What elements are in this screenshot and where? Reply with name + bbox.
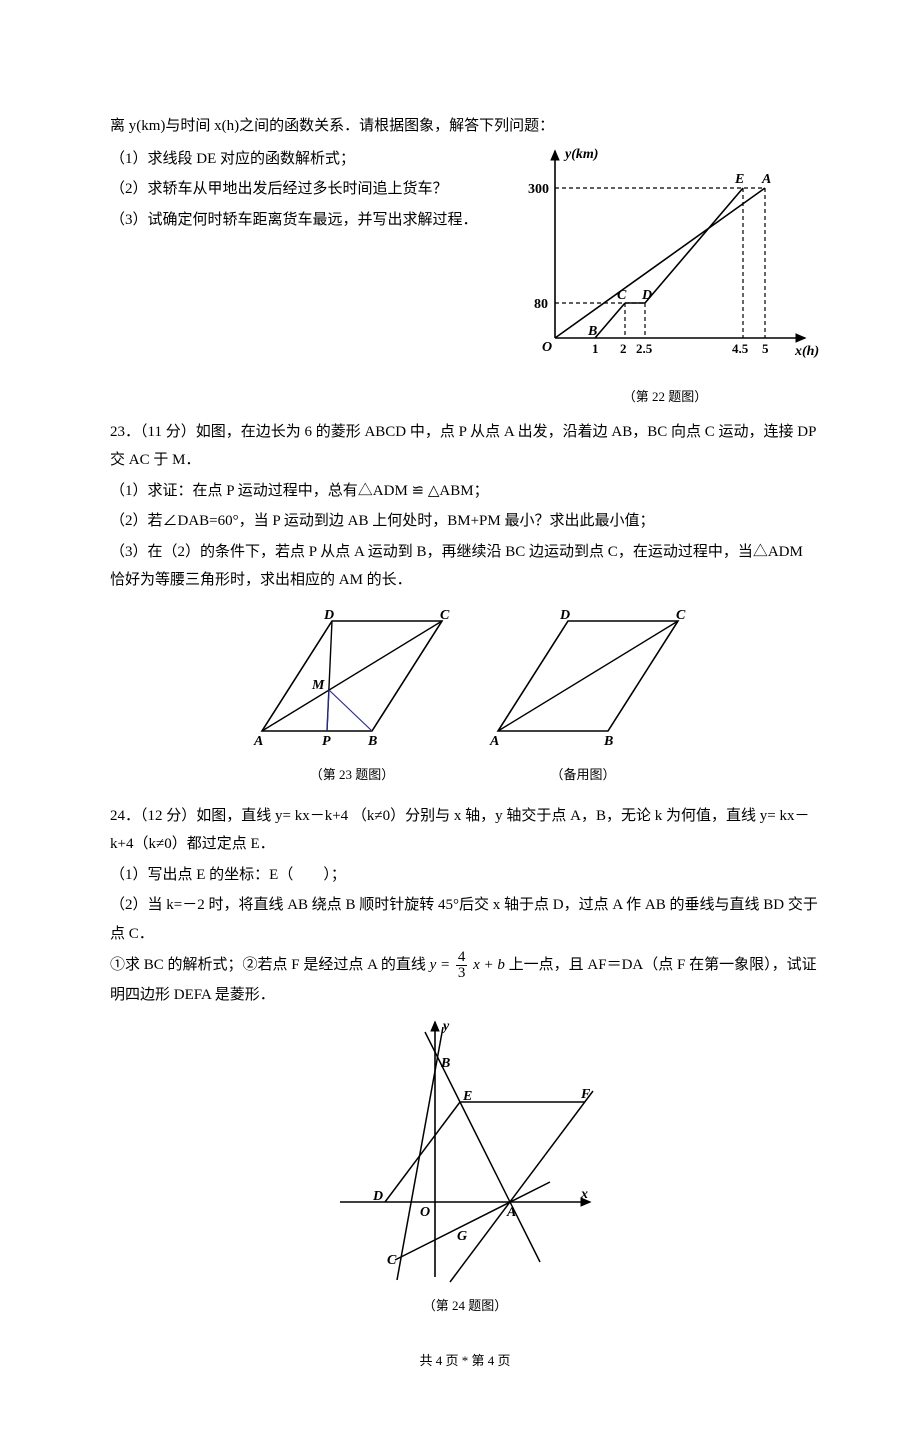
svg-text:G: G [457, 1229, 467, 1244]
svg-text:A: A [253, 734, 263, 749]
p22-ylabel: y(km) [563, 147, 598, 162]
p22-figure: y(km) x(h) 300 80 O 1 2 2.5 4.5 5 B C D … [510, 143, 820, 410]
svg-text:2.5: 2.5 [636, 341, 653, 356]
p22-q1: （1）求线段 DE 对应的函数解析式； [110, 145, 510, 174]
svg-text:B: B [603, 734, 613, 749]
p22-xlabel: x(h) [794, 344, 819, 359]
svg-text:80: 80 [534, 297, 548, 312]
svg-text:300: 300 [528, 182, 549, 197]
p23-figcap-main: （第 23 题图） [242, 763, 462, 788]
p22-figcap: （第 22 题图） [510, 385, 820, 410]
p23-figcap-alt: （备用图） [478, 763, 688, 788]
svg-text:O: O [420, 1205, 430, 1220]
p24-figure: O A B D E F C G x y （第 24 题图） [110, 1012, 820, 1319]
svg-text:B: B [440, 1056, 450, 1071]
p22-text-col: （1）求线段 DE 对应的函数解析式； （2）求轿车从甲地出发后经过多长时间追上… [110, 143, 510, 237]
p22-intro: 离 y(km)与时间 x(h)之间的函数关系．请根据图象，解答下列问题： [110, 112, 820, 141]
svg-text:C: C [676, 608, 686, 623]
p23-head: 23．（11 分）如图，在边长为 6 的菱形 ABCD 中，点 P 从点 A 出… [110, 418, 820, 475]
svg-text:D: D [372, 1189, 383, 1204]
svg-text:E: E [462, 1089, 472, 1104]
svg-text:D: D [559, 608, 570, 623]
svg-text:D: D [641, 288, 652, 303]
page-footer: 共 4 页 * 第 4 页 [110, 1349, 820, 1374]
svg-text:5: 5 [762, 341, 769, 356]
p22-q2: （2）求轿车从甲地出发后经过多长时间追上货车？ [110, 175, 510, 204]
p24-figcap: （第 24 题图） [423, 1294, 508, 1319]
p24-q2: （2）当 k=－2 时，将直线 AB 绕点 B 顺时针旋转 45°后交 x 轴于… [110, 891, 820, 948]
svg-text:2: 2 [620, 341, 627, 356]
svg-text:C: C [440, 608, 450, 623]
svg-text:y: y [441, 1019, 450, 1034]
p24-q1: （1）写出点 E 的坐标：E（ ）； [110, 861, 820, 890]
svg-text:C: C [617, 288, 627, 303]
svg-text:M: M [311, 678, 325, 693]
svg-text:F: F [580, 1087, 591, 1102]
p23-q3: （3）在（2）的条件下，若点 P 从点 A 运动到 B，再继续沿 BC 边运动到… [110, 538, 820, 595]
svg-text:O: O [542, 340, 552, 355]
svg-text:A: A [506, 1205, 516, 1220]
p23-figures: A B C D M P （第 23 题图） A B C D （备用图） [110, 601, 820, 788]
p22-q3: （3）试确定何时轿车距离货车最远，并写出求解过程． [110, 206, 510, 235]
p23-q1: （1）求证：在点 P 运动过程中，总有△ADM ≌ △ABM； [110, 477, 820, 506]
svg-text:x: x [580, 1187, 588, 1202]
p24-head: 24．（12 分）如图，直线 y= kx－k+4 （k≠0）分别与 x 轴，y … [110, 802, 820, 859]
svg-text:E: E [734, 172, 744, 187]
svg-text:C: C [387, 1253, 397, 1268]
svg-text:1: 1 [592, 341, 599, 356]
svg-text:4.5: 4.5 [732, 341, 749, 356]
svg-text:B: B [367, 734, 377, 749]
svg-text:A: A [761, 172, 771, 187]
p24-q3: ①求 BC 的解析式；②若点 F 是经过点 A 的直线 y = 43 x + b… [110, 950, 820, 1010]
svg-text:P: P [322, 734, 331, 749]
p23-q2: （2）若∠DAB=60°，当 P 运动到边 AB 上何处时，BM+PM 最小？求… [110, 507, 820, 536]
svg-text:B: B [587, 324, 597, 339]
svg-text:A: A [489, 734, 499, 749]
svg-text:D: D [323, 608, 334, 623]
